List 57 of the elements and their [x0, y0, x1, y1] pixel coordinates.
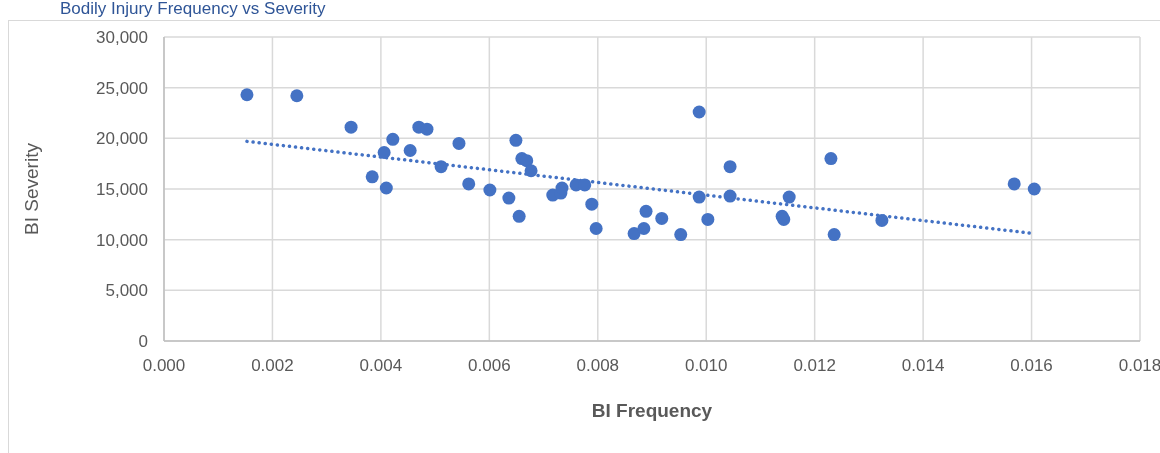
y-tick-label: 30,000 [96, 27, 148, 47]
point [585, 197, 599, 211]
point [483, 183, 497, 197]
point [589, 222, 603, 236]
point [824, 152, 838, 166]
point [240, 88, 254, 102]
point [701, 212, 715, 226]
point [692, 105, 706, 119]
point [655, 211, 669, 225]
point [344, 120, 358, 134]
point [462, 177, 476, 191]
point [434, 160, 448, 174]
point [452, 136, 466, 150]
point [290, 89, 304, 103]
y-tick-label: 25,000 [96, 78, 148, 98]
point [723, 160, 737, 174]
point [827, 228, 841, 242]
x-tick-label: 0.014 [901, 356, 945, 375]
point [420, 122, 434, 136]
point [379, 181, 393, 195]
point [782, 190, 796, 204]
point [692, 190, 706, 204]
point [1027, 182, 1041, 196]
x-tick-label: 0.004 [359, 356, 403, 375]
x-tick-label: 0.016 [1010, 356, 1053, 375]
y-tick-label: 10,000 [96, 230, 148, 250]
point [377, 146, 391, 160]
point [875, 213, 889, 227]
point [524, 164, 538, 178]
x-tick-label: 0.010 [684, 356, 728, 375]
point [365, 170, 379, 184]
point [1007, 177, 1021, 191]
x-tick-label: 0.012 [793, 356, 836, 375]
point [723, 189, 737, 203]
point [502, 191, 516, 205]
y-tick-label: 0 [138, 331, 148, 351]
point [520, 154, 534, 168]
point [403, 143, 417, 157]
point [512, 209, 526, 223]
point [637, 222, 651, 236]
point [639, 204, 653, 218]
x-axis-title: BI Frequency [591, 400, 713, 421]
y-tick-label: 5,000 [105, 281, 148, 301]
x-tick-label: 0.018 [1118, 356, 1160, 375]
point [578, 178, 592, 192]
y-tick-label: 15,000 [96, 179, 148, 199]
y-tick-label: 20,000 [96, 129, 148, 149]
x-tick-label: 0.000 [142, 356, 186, 375]
x-tick-label: 0.002 [251, 356, 294, 375]
chart-title: Bodily Injury Frequency vs Severity [60, 0, 326, 18]
point [627, 227, 641, 241]
y-axis-title: BI Severity [21, 142, 42, 235]
x-tick-label: 0.006 [468, 356, 511, 375]
x-tick-label: 0.008 [576, 356, 620, 375]
point [386, 132, 400, 146]
point [509, 133, 523, 147]
point [674, 228, 688, 242]
